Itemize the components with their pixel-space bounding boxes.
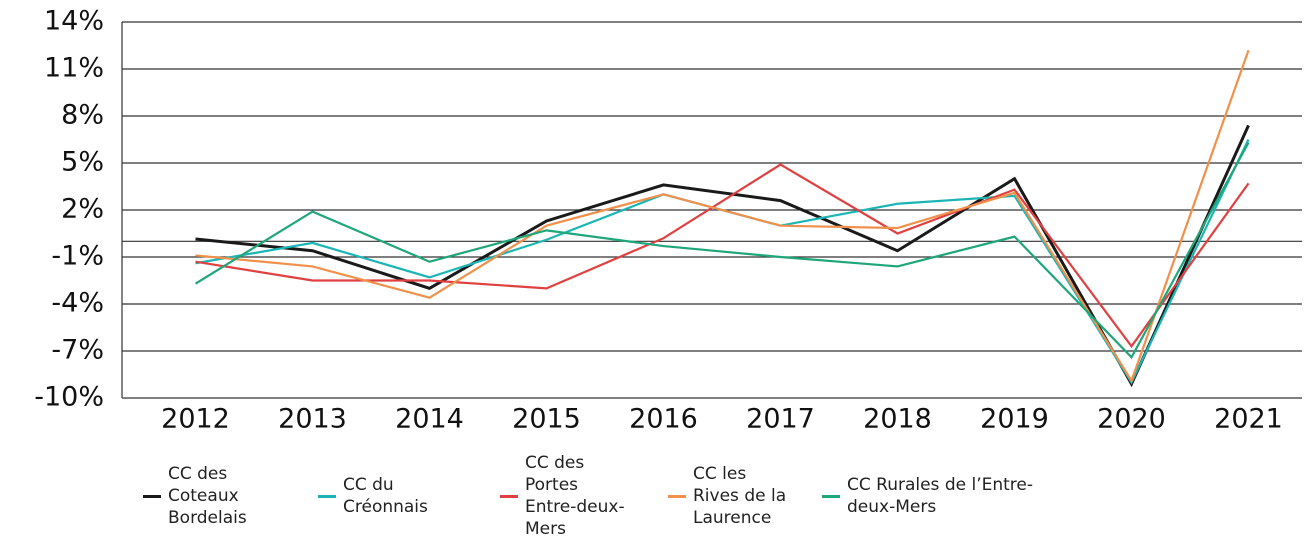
legend-label: CC des Coteaux Bordelais	[168, 464, 247, 528]
y-tick-label: -4%	[51, 288, 104, 319]
chart: -10% -7% -4% -1% 2% 5% 8% 11% 14% 2012 2013 2014 201…	[34, 6, 1302, 435]
legend-swatch	[668, 494, 686, 498]
legend-swatch	[500, 494, 518, 498]
series-line	[195, 139, 1250, 385]
x-tick-label: 2017	[746, 404, 815, 435]
series-line	[195, 163, 1250, 349]
legend-item: CC des Coteaux Bordelais	[143, 452, 263, 540]
x-tick-label: 2012	[161, 404, 230, 435]
y-tick-label: 14%	[44, 6, 104, 37]
series-line	[194, 142, 1250, 360]
y-tick-label: 5%	[61, 147, 104, 178]
legend-item: CC des Portes Entre-deux-Mers	[500, 452, 625, 540]
x-tick-label: 2015	[512, 404, 581, 435]
x-tick-label: 2020	[1097, 404, 1166, 435]
legend-swatch	[318, 494, 336, 498]
y-tick-label: -7%	[51, 335, 104, 366]
series-line	[195, 124, 1250, 388]
legend-swatch	[143, 494, 161, 498]
x-tick-label: 2013	[278, 404, 347, 435]
x-tick-label: 2014	[395, 404, 464, 435]
x-tick-label: 2019	[980, 404, 1049, 435]
legend-item: CC les Rives de la Laurence	[668, 452, 788, 540]
series-line	[195, 49, 1250, 384]
legend-label: CC Rurales de l’Entre-deux-Mers	[847, 475, 1033, 517]
legend-item: CC du Créonnais	[318, 452, 453, 540]
x-tick-label: 2018	[863, 404, 932, 435]
y-tick-label: 11%	[44, 53, 104, 84]
legend-label: CC les Rives de la Laurence	[693, 464, 787, 528]
y-tick-label: 8%	[61, 100, 104, 131]
x-tick-label: 2016	[629, 404, 698, 435]
legend-item: CC Rurales de l’Entre-deux-Mers	[822, 452, 1062, 540]
y-tick-label: 2%	[61, 194, 104, 225]
legend-label: CC du Créonnais	[343, 475, 428, 517]
y-tick-label: -1%	[51, 241, 104, 272]
y-tick-label: -10%	[34, 382, 104, 413]
x-tick-label: 2021	[1214, 404, 1283, 435]
legend-label: CC des Portes Entre-deux-Mers	[525, 453, 625, 539]
legend-swatch	[822, 494, 840, 498]
